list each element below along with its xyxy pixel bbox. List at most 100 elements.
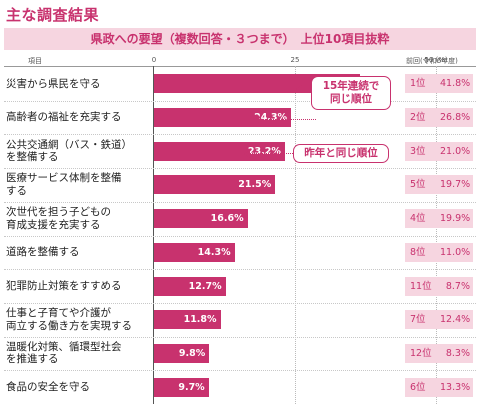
callout-15-years-line2: 同じ順位 [330,93,372,105]
previous-rank: 5位 [410,179,426,191]
previous-result-box [405,141,473,161]
bar-value-label: 16.6% [210,213,244,225]
previous-result-box [405,343,473,363]
row-separator [4,269,476,271]
previous-result-box [405,377,473,397]
category-label: 温暖化対策、循環型社会 を推進する [6,337,151,371]
category-label-line: 医療サービス体制を整備 [6,172,122,185]
category-label: 道路を整備する [6,236,151,270]
category-label: 災害から県民を守る [6,67,151,101]
bar-value-label: 9.8% [178,347,206,359]
previous-result-box [405,242,473,262]
previous-percent: 8.7% [445,280,470,292]
column-header-item: 項目 [28,57,42,65]
row-separator [4,201,476,203]
x-tick-label: 0 [151,56,157,64]
category-label-line: 次世代を担う子どもの [6,206,111,219]
category-label-text: 仕事と子育てや介護が 両立する働き方を実現する [6,307,132,332]
callout-15-years: 15年連続で 同じ順位 [311,76,391,110]
category-label: 食品の安全を守る [6,370,151,404]
category-label-line: 高齢者の福祉を充実する [6,111,122,124]
previous-percent: 13.3% [440,381,471,393]
category-label-text: 災害から県民を守る [6,78,101,91]
row-separator [4,235,476,237]
category-label-text: 犯罪防止対策をすすめる [6,280,122,293]
category-label-line: 犯罪防止対策をすすめる [6,279,122,292]
callout-leader-3 [249,153,293,154]
row-separator [4,302,476,304]
category-label-line: 公共交通網（バス・鉄道） [6,138,132,151]
category-label-text: 道路を整備する [6,246,80,259]
bar [154,310,221,330]
x-gridline [436,66,437,404]
previous-percent: 19.9% [440,213,471,225]
bar [154,141,285,161]
previous-percent: 8.3% [445,347,470,359]
callout-arrow-3-icon [244,149,250,158]
callout-same-as-last-year: 昨年と同じ順位 [293,144,389,163]
category-label-line: する [6,184,27,197]
bar [154,242,235,262]
bar [154,343,210,363]
category-label: 仕事と子育てや介護が 両立する働き方を実現する [6,303,151,337]
bar-value-label: 24.3% [254,112,288,124]
row-separator [4,336,476,338]
column-header-previous: 前回(令和6年度) [406,57,458,65]
category-label: 次世代を担う子どもの 育成支援を充実する [6,202,151,236]
previous-rank: 4位 [410,213,426,225]
x-gridline [295,66,296,404]
category-label: 公共交通網（バス・鉄道） を整備する [6,134,151,168]
row-separator [4,100,476,102]
category-label-text: 食品の安全を守る [6,381,90,394]
category-label-line: 両立する働き方を実現する [6,319,132,332]
callout-leader-2 [258,118,316,120]
row-separator [4,168,476,170]
x-tick-label: 25 [290,56,300,64]
previous-rank: 7位 [410,314,426,326]
previous-percent: 26.8% [440,112,471,124]
bar [154,175,276,195]
category-label: 犯罪防止対策をすすめる [6,269,151,303]
category-label-line: 仕事と子育てや介護が [6,307,111,320]
category-label-text: 温暖化対策、循環型社会 を推進する [6,341,122,366]
row-separator [4,370,476,372]
previous-result-box [405,276,473,296]
bar-value-label: 21.5% [238,179,272,191]
category-label-line: を整備する [6,151,59,164]
previous-result-box [405,175,473,195]
previous-rank: 12位 [410,347,432,359]
previous-percent: 41.8% [440,78,471,90]
previous-rank: 8位 [410,246,426,258]
category-label-line: 育成支援を充実する [6,218,101,231]
category-label-text: 次世代を担う子どもの 育成支援を充実する [6,206,111,231]
previous-percent: 21.0% [440,145,471,157]
x-tick-label: 50 (%) [424,56,448,64]
previous-result-box [405,310,473,330]
category-label-text: 医療サービス体制を整備 する [6,172,122,197]
bar-value-label: 23.2% [247,145,281,157]
previous-result-box [405,74,473,94]
previous-rank: 6位 [410,381,426,393]
bar-value-label: 14.3% [197,246,231,258]
page-title: 主な調査結果 [6,6,100,24]
previous-percent: 12.4% [440,314,471,326]
callout-15-years-line1: 15年連続で [322,80,380,92]
category-label-text: 高齢者の福祉を充実する [6,111,122,124]
callout-leader-1 [301,88,311,89]
previous-rank: 3位 [410,145,426,157]
category-label-line: 温暖化対策、循環型社会 [6,340,122,353]
category-label: 医療サービス体制を整備 する [6,168,151,202]
bar-value-label: 9.7% [178,381,205,393]
category-label-text: 公共交通網（バス・鉄道） を整備する [6,139,132,164]
category-label-line: 食品の安全を守る [6,380,90,393]
previous-rank: 1位 [410,78,426,90]
y-axis-line [153,66,154,404]
previous-rank: 2位 [410,112,426,124]
bar [154,276,226,296]
previous-rank: 11位 [410,280,432,292]
bar-value-label: 11.8% [183,314,217,326]
bar-value-label: 12.7% [188,280,222,292]
previous-percent: 19.7% [440,179,471,191]
category-label: 高齢者の福祉を充実する [6,101,151,135]
previous-percent: 11.0% [440,246,471,258]
